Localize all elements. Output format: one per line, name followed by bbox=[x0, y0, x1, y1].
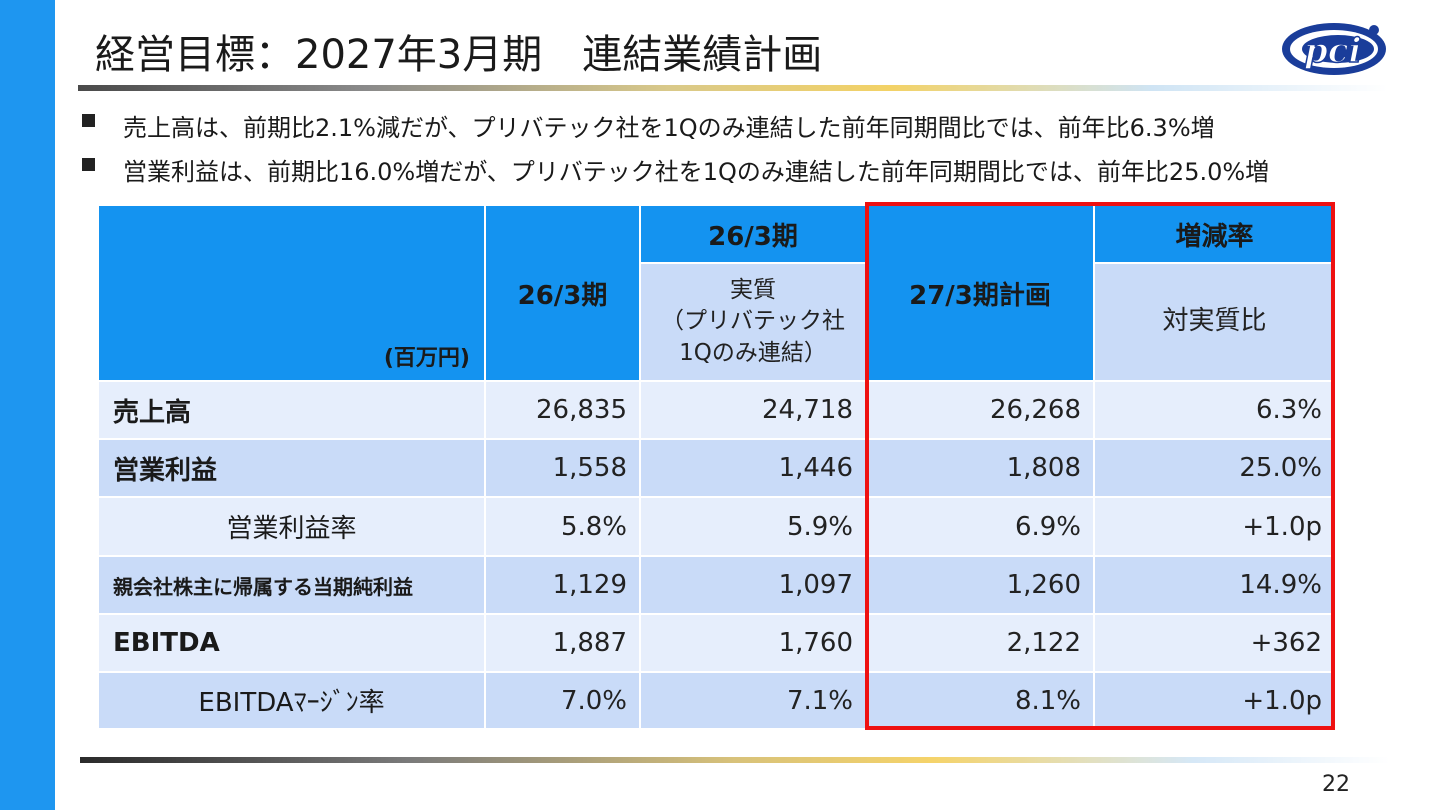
table-row: EBITDA 1,887 1,760 2,122 +362 bbox=[97, 613, 1336, 673]
cell-value: 5.8% bbox=[484, 496, 641, 557]
table-row: 営業利益 1,558 1,446 1,808 25.0% bbox=[97, 438, 1336, 498]
row-label: 営業利益 bbox=[97, 438, 486, 498]
title-underline bbox=[78, 85, 1388, 91]
table-row: 親会社株主に帰属する当期純利益 1,129 1,097 1,260 14.9% bbox=[97, 555, 1336, 615]
cell-value: 14.9% bbox=[1093, 555, 1336, 615]
cell-value: 1,887 bbox=[484, 613, 641, 673]
cell-value: 26,835 bbox=[484, 380, 641, 440]
bullet-text: 営業利益は、前期比16.0%増だが、プリバテック社を1Qのみ連結した前年同期間比… bbox=[123, 158, 1270, 186]
cell-value: 7.1% bbox=[639, 671, 867, 730]
cell-value: +362 bbox=[1093, 613, 1336, 673]
cell-value: 1,097 bbox=[639, 555, 867, 615]
cell-value: +1.0p bbox=[1093, 496, 1336, 557]
cell-value: 1,260 bbox=[865, 555, 1095, 615]
cell-value: 7.0% bbox=[484, 671, 641, 730]
cell-value: 1,446 bbox=[639, 438, 867, 498]
bullet-text: 売上高は、前期比2.1%減だが、プリバテック社を1Qのみ連結した前年同期間比では… bbox=[123, 114, 1215, 142]
cell-value: 6.3% bbox=[1093, 380, 1336, 440]
cell-value: 2,122 bbox=[865, 613, 1095, 673]
slide-title: 経営目標：2027年3月期 連結業績計画 bbox=[95, 32, 823, 78]
cell-value: 1,558 bbox=[484, 438, 641, 498]
cell-value: 1,808 bbox=[865, 438, 1095, 498]
row-label: EBITDA bbox=[97, 613, 486, 673]
header-2603-group: 26/3期 bbox=[639, 204, 867, 264]
plan-highlight-box bbox=[865, 202, 1335, 730]
header-plan: 27/3期計画 bbox=[865, 204, 1095, 382]
cell-value: 1,129 bbox=[484, 555, 641, 615]
left-accent-band bbox=[0, 0, 55, 810]
footer-rule bbox=[80, 757, 1390, 763]
page-number: 22 bbox=[1322, 772, 1350, 797]
unit-header-cell: (百万円) bbox=[97, 204, 486, 382]
bullet-square-icon bbox=[82, 114, 95, 127]
cell-value: 6.9% bbox=[865, 496, 1095, 557]
cell-value: 26,268 bbox=[865, 380, 1095, 440]
cell-value: 1,760 bbox=[639, 613, 867, 673]
pci-logo: pci bbox=[1282, 23, 1386, 75]
header-change-group: 増減率 bbox=[1093, 204, 1336, 264]
header-change: 対実質比 bbox=[1093, 262, 1336, 382]
bullet-square-icon bbox=[82, 158, 95, 171]
cell-value: 25.0% bbox=[1093, 438, 1336, 498]
row-label: 営業利益率 bbox=[97, 496, 486, 557]
table-row: 営業利益率 5.8% 5.9% 6.9% +1.0p bbox=[97, 496, 1336, 557]
header-real: 実質 （プリバテック社 1Qのみ連結） bbox=[639, 262, 867, 382]
cell-value: 24,718 bbox=[639, 380, 867, 440]
cell-value: +1.0p bbox=[1093, 671, 1336, 730]
svg-text:pci: pci bbox=[1304, 31, 1361, 71]
table-row: EBITDAﾏｰｼﾞﾝ率 7.0% 7.1% 8.1% +1.0p bbox=[97, 671, 1336, 730]
row-label: 親会社株主に帰属する当期純利益 bbox=[97, 555, 486, 615]
cell-value: 8.1% bbox=[865, 671, 1095, 730]
row-label: EBITDAﾏｰｼﾞﾝ率 bbox=[97, 671, 486, 730]
row-label: 売上高 bbox=[97, 380, 486, 440]
cell-value: 5.9% bbox=[639, 496, 867, 557]
financial-plan-table: (百万円) 26/3期 26/3期 27/3期計画 増減率 実質 （プリバテック… bbox=[97, 204, 1336, 730]
header-2603: 26/3期 bbox=[484, 204, 641, 382]
unit-label: (百万円) bbox=[383, 346, 470, 371]
table-row: 売上高 26,835 24,718 26,268 6.3% bbox=[97, 380, 1336, 440]
